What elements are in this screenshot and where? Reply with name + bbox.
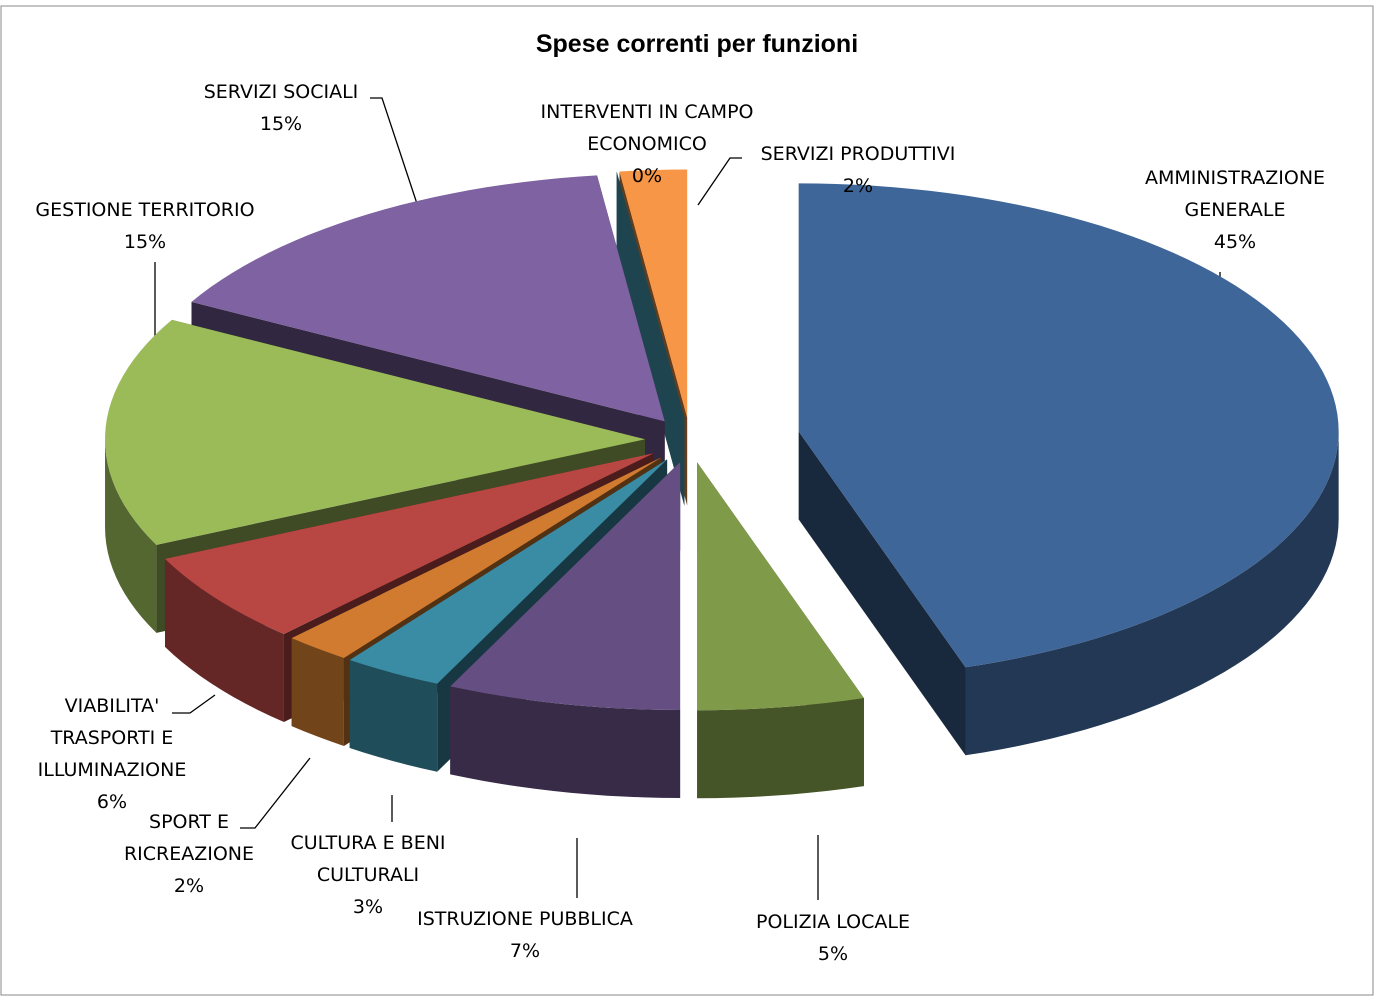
- slice-top: [798, 183, 1339, 668]
- category-name: SERVIZI SOCIALI: [203, 81, 359, 103]
- slice-side: [164, 558, 284, 723]
- pie: [105, 169, 1339, 799]
- data-label: ISTRUZIONE PUBBLICA 7%: [390, 903, 660, 967]
- slice-side: [450, 686, 681, 798]
- slice: [798, 183, 1339, 756]
- value-label: 6%: [96, 791, 128, 813]
- data-label: GESTIONE TERRITORIO 15%: [10, 194, 280, 258]
- category-name: SERVIZI PRODUTTIVI: [760, 143, 956, 165]
- leader-line: [697, 157, 742, 206]
- data-label: INTERVENTI IN CAMPO ECONOMICO 0%: [507, 96, 787, 192]
- value-label: 5%: [817, 943, 849, 965]
- leader-line: [370, 97, 431, 244]
- value-label: 45%: [1213, 231, 1257, 253]
- category-name: ISTRUZIONE PUBBLICA: [417, 908, 633, 930]
- slice: [697, 462, 864, 799]
- slice-side: [349, 660, 438, 772]
- data-label: CULTURA E BENI CULTURALI 3%: [273, 827, 463, 923]
- value-label: 2%: [173, 875, 205, 897]
- slice-top: [191, 175, 665, 422]
- data-label: POLIZIA LOCALE 5%: [723, 906, 943, 970]
- slice-top: [619, 169, 688, 418]
- slice-side: [291, 638, 344, 746]
- leader-line: [240, 757, 311, 829]
- value-label: 15%: [123, 231, 167, 253]
- value-label: 2%: [842, 175, 874, 197]
- slice-top: [105, 319, 646, 545]
- value-label: 7%: [509, 940, 541, 962]
- slice-top: [291, 457, 662, 658]
- category-name: AMMINISTRAZIONE GENERALE: [1144, 167, 1326, 221]
- category-name: POLIZIA LOCALE: [756, 911, 910, 933]
- slice-side: [965, 431, 1339, 756]
- category-name: INTERVENTI IN CAMPO ECONOMICO: [540, 101, 754, 155]
- slice-side: [105, 439, 157, 633]
- value-label: 3%: [352, 896, 384, 918]
- slice-top: [450, 461, 681, 710]
- category-name: CULTURA E BENI CULTURALI: [290, 832, 446, 886]
- slice: [616, 171, 685, 506]
- data-label: SPORT E RICREAZIONE 2%: [109, 806, 269, 902]
- slice-top: [697, 462, 864, 711]
- leader-line: [172, 694, 216, 714]
- slice-side: [697, 698, 864, 799]
- category-name: VIABILITA' TRASPORTI E ILLUMINAZIONE: [37, 695, 187, 781]
- category-name: GESTIONE TERRITORIO: [35, 199, 255, 221]
- value-label: 15%: [259, 113, 303, 135]
- chart-title: Spese correnti per funzioni: [535, 30, 859, 58]
- value-label: 0%: [631, 165, 663, 187]
- slice-wall: [798, 431, 966, 756]
- category-name: SPORT E RICREAZIONE: [123, 811, 255, 865]
- data-label: SERVIZI SOCIALI 15%: [181, 76, 381, 140]
- slice-wall: [616, 171, 685, 506]
- data-label: VIABILITA' TRASPORTI E ILLUMINAZIONE 6%: [12, 690, 212, 818]
- data-label: AMMINISTRAZIONE GENERALE 45%: [1120, 162, 1350, 258]
- slice-top: [349, 459, 668, 684]
- slice-top: [164, 453, 654, 635]
- slice: [450, 461, 681, 798]
- data-label: SERVIZI PRODUTTIVI 2%: [733, 138, 983, 202]
